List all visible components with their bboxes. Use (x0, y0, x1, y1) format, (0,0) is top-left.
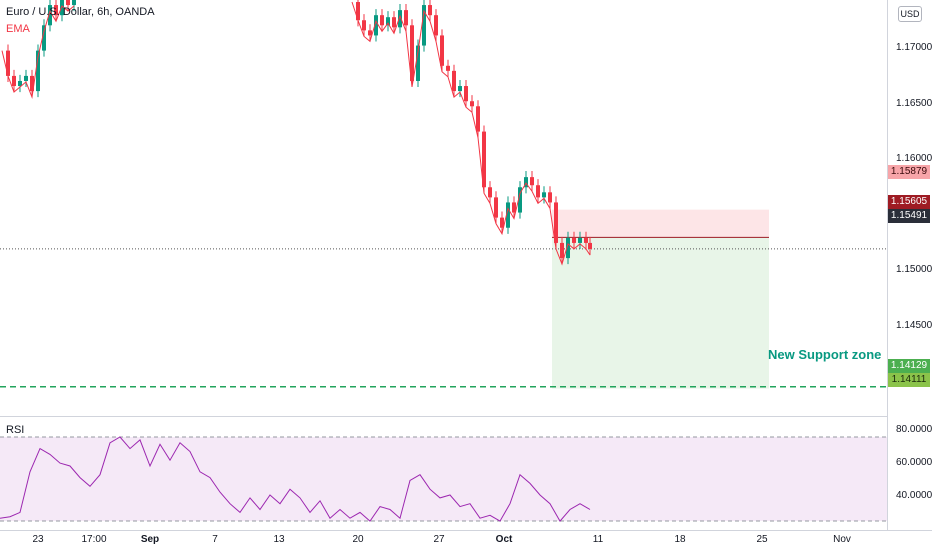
time-axis[interactable] (0, 530, 932, 551)
candle-body (536, 185, 540, 198)
candle-body (48, 5, 52, 26)
last-price-badge: 1.15491 (888, 209, 930, 223)
main-chart[interactable] (0, 0, 887, 415)
candle-body (452, 70, 456, 92)
candle-body (464, 86, 468, 102)
ema-line (1, 5, 75, 100)
candle-body (542, 192, 546, 198)
candle-body (518, 187, 522, 213)
candle-body (12, 75, 16, 87)
candle-body (356, 2, 360, 21)
time-tick: 23 (32, 534, 44, 545)
candle-body (66, 0, 70, 6)
candle-body (428, 5, 432, 16)
candle-body (422, 5, 426, 46)
time-tick: Oct (495, 534, 513, 545)
candle-body (410, 25, 414, 81)
time-tick: 25 (756, 534, 768, 545)
rsi-tick: 40.0000 (896, 490, 932, 501)
candle-body (584, 237, 588, 243)
time-tick: 20 (352, 534, 364, 545)
candle-body (72, 0, 76, 6)
candle-body (488, 187, 492, 198)
candle-body (362, 20, 366, 31)
entry-price-badge: 1.15605 (888, 195, 930, 209)
currency-button[interactable]: USD (898, 6, 922, 22)
candle-body (494, 197, 498, 218)
candle-body (530, 177, 534, 186)
candle-body (578, 237, 582, 243)
take-profit-zone (552, 237, 769, 389)
candle-body (386, 17, 390, 26)
price-tick: 1.15000 (896, 264, 932, 275)
candle-body (440, 35, 444, 66)
candle-body (368, 30, 372, 36)
price-tick: 1.16500 (896, 98, 932, 109)
time-tick: 18 (674, 534, 686, 545)
candle-body (476, 106, 480, 132)
candle-body (42, 25, 46, 51)
candle-body (416, 45, 420, 81)
time-tick: 7 (212, 534, 218, 545)
rsi-tick: 80.0000 (896, 424, 932, 435)
candle-body (512, 202, 516, 213)
time-tick: 13 (273, 534, 285, 545)
price-tick: 1.16000 (896, 153, 932, 164)
time-tick: 27 (433, 534, 445, 545)
time-tick: Nov (833, 534, 851, 545)
candle-body (404, 10, 408, 26)
price-tick: 1.14500 (896, 320, 932, 331)
rsi-band (0, 437, 887, 521)
rsi-pane[interactable] (0, 416, 887, 531)
candle-body (18, 80, 22, 87)
candle-body (554, 202, 558, 243)
symbol-legend[interactable]: Euro / U.S. Dollar, 6h, OANDA (6, 6, 155, 18)
candle-body (560, 242, 564, 259)
candle-body (54, 5, 58, 16)
candle-body (60, 0, 64, 16)
candle-body (458, 86, 462, 92)
target-price-badge: 1.14111 (888, 373, 930, 387)
candle-body (506, 202, 510, 228)
candle-body (30, 75, 34, 92)
chart-plot (0, 0, 887, 522)
candle-body (24, 75, 28, 81)
stop-loss-zone (552, 209, 769, 238)
price-scale[interactable] (887, 0, 932, 530)
stop-price-badge: 1.15879 (888, 165, 930, 179)
candle-body (374, 15, 378, 36)
ema-line (351, 1, 591, 266)
support-price-badge: 1.14129 (888, 359, 930, 373)
support-zone-label: New Support zone (768, 347, 882, 362)
candle-body (548, 192, 552, 203)
candle-body (6, 50, 10, 76)
candle-body (500, 217, 504, 228)
rsi-legend[interactable]: RSI (6, 424, 25, 436)
price-tick: 1.17000 (896, 42, 932, 53)
time-tick: Sep (140, 534, 160, 545)
candle-body (572, 237, 576, 243)
candle-body (470, 101, 474, 107)
candle-body (588, 242, 592, 249)
candle-body (524, 177, 528, 188)
candle-body (36, 50, 40, 92)
candle-body (482, 131, 486, 188)
rsi-tick: 60.0000 (896, 457, 932, 468)
ema-legend[interactable]: EMA (6, 23, 30, 35)
candle-body (434, 15, 438, 36)
candle-body (566, 237, 570, 259)
time-tick: 17:00 (81, 534, 107, 545)
candle-body (398, 10, 402, 28)
candle-body (392, 17, 396, 28)
time-tick: 11 (592, 534, 604, 545)
rsi-line (0, 436, 591, 522)
candle-body (380, 15, 384, 26)
candle-body (446, 65, 450, 71)
